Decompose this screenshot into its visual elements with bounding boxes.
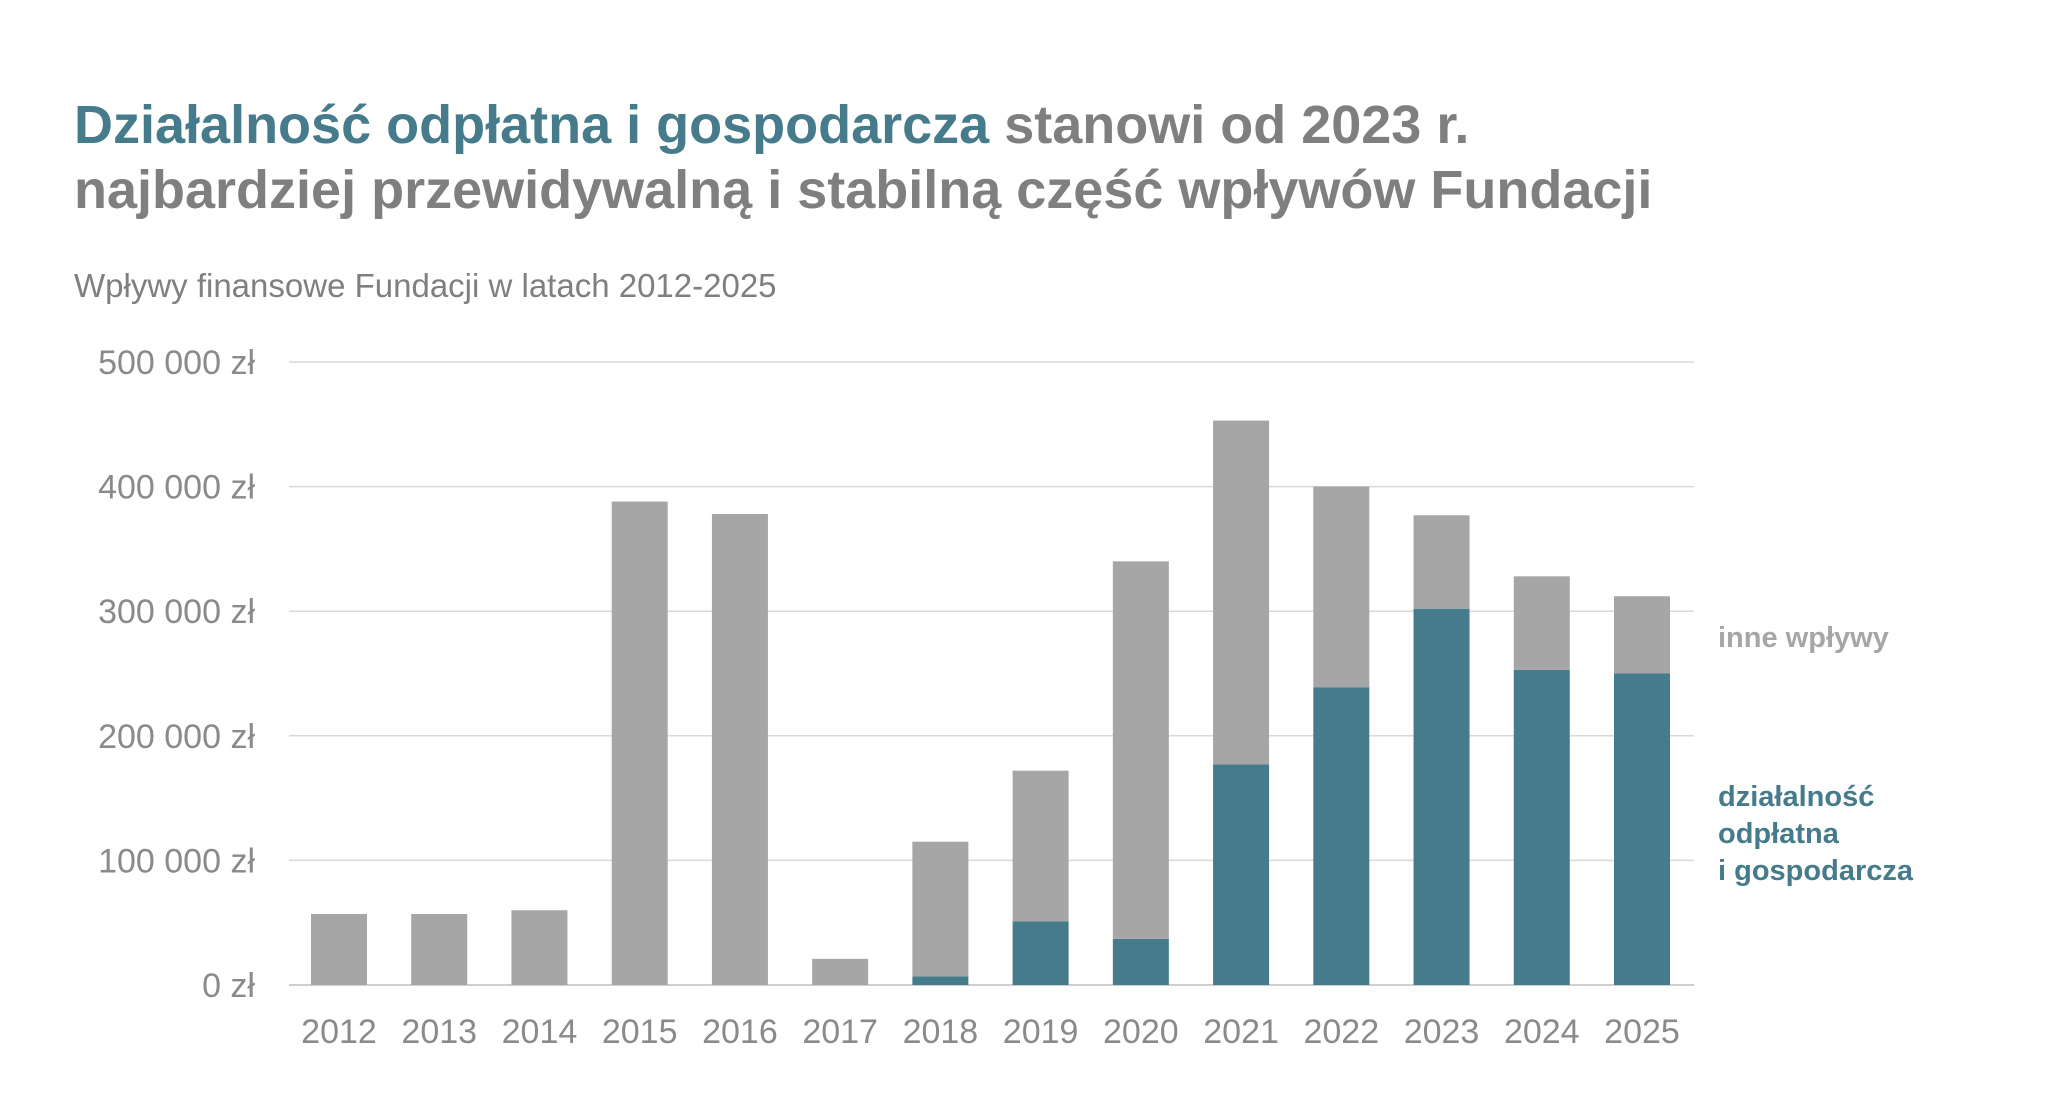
- bar-inne-2012: [311, 913, 367, 985]
- y-tick-label: 0 zł: [202, 967, 255, 1005]
- bar-inne-2017: [812, 958, 869, 985]
- x-tick-label: 2025: [1604, 1013, 1680, 1051]
- y-tick-label: 300 000 zł: [98, 593, 255, 631]
- bar-inne-2024: [1513, 576, 1570, 670]
- bar-dzialalnosc-2022: [1313, 687, 1370, 985]
- chart-title-line-2: najbardziej przewidywalną i stabilną czę…: [74, 160, 1652, 220]
- x-tick-label: 2020: [1103, 1013, 1179, 1051]
- x-tick-label: 2013: [401, 1013, 477, 1051]
- x-tick-label: 2021: [1203, 1013, 1279, 1051]
- bar-inne-2021: [1213, 420, 1270, 765]
- legend-dzialalnosc-line: odpłatna: [1718, 818, 1840, 850]
- bar-inne-2013: [411, 913, 468, 985]
- x-tick-label: 2012: [301, 1013, 377, 1051]
- y-tick-label: 200 000 zł: [98, 718, 255, 756]
- x-tick-label: 2015: [602, 1013, 678, 1051]
- y-tick-label: 100 000 zł: [98, 842, 255, 880]
- bar-dzialalnosc-2020: [1112, 938, 1169, 985]
- bar-inne-2023: [1413, 515, 1470, 609]
- x-tick-label: 2019: [1003, 1013, 1079, 1051]
- x-tick-label: 2018: [903, 1013, 979, 1051]
- x-tick-label: 2024: [1504, 1013, 1580, 1051]
- y-tick-label: 500 000 zł: [98, 344, 255, 382]
- x-tick-label: 2023: [1404, 1013, 1480, 1051]
- y-tick-label: 400 000 zł: [98, 469, 255, 507]
- bar-inne-2016: [711, 514, 768, 985]
- bar-inne-2015: [611, 501, 668, 985]
- x-tick-label: 2017: [802, 1013, 878, 1051]
- x-tick-label: 2022: [1303, 1013, 1379, 1051]
- legend-dzialalnosc-line: i gospodarcza: [1718, 855, 1914, 887]
- bar-inne-2025: [1614, 596, 1670, 674]
- bar-inne-2019: [1012, 770, 1069, 922]
- bar-dzialalnosc-2019: [1012, 921, 1069, 985]
- x-tick-label: 2016: [702, 1013, 778, 1051]
- x-tick-label: 2014: [502, 1013, 578, 1051]
- chart-title-line-1: Działalność odpłatna i gospodarcza stano…: [74, 95, 1469, 155]
- chart-subtitle: Wpływy finansowe Fundacji w latach 2012-…: [74, 267, 777, 304]
- bar-inne-2014: [511, 910, 568, 985]
- legend-dzialalnosc-line: działalność: [1718, 781, 1874, 813]
- bar-inne-2020: [1112, 561, 1169, 939]
- legend-inne-wplywy: inne wpływy: [1718, 622, 1889, 654]
- bar-inne-2022: [1313, 486, 1370, 688]
- bar-dzialalnosc-2025: [1614, 673, 1670, 985]
- bar-inne-2018: [912, 841, 969, 977]
- bar-dzialalnosc-2021: [1213, 764, 1270, 985]
- bar-dzialalnosc-2018: [912, 976, 969, 985]
- bar-dzialalnosc-2023: [1413, 608, 1470, 985]
- bar-dzialalnosc-2024: [1513, 669, 1570, 985]
